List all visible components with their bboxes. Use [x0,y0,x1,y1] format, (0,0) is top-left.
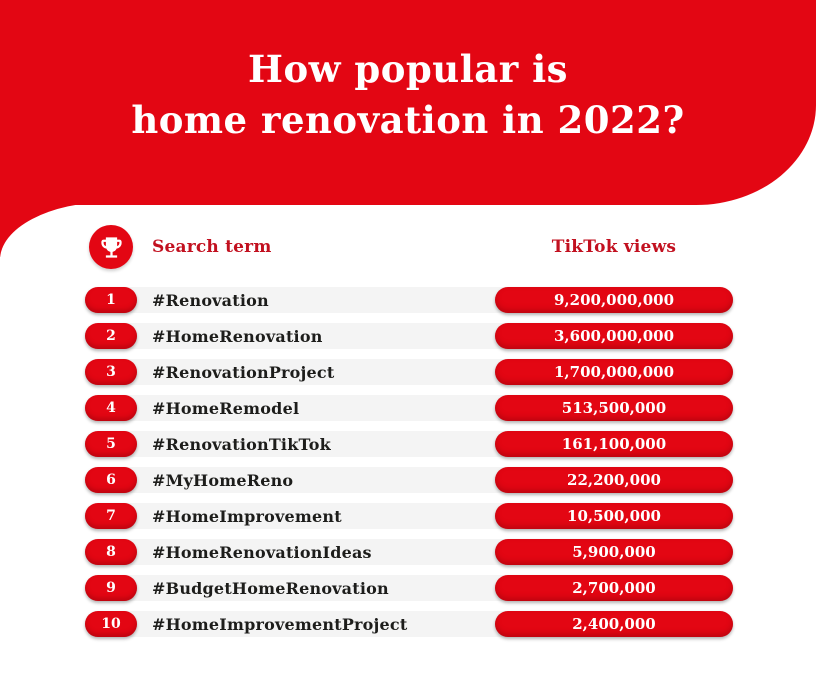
rank-badge: 2 [85,323,137,349]
search-term-label: #HomeRenovation [152,327,323,346]
views-value-pill: 2,400,000 [495,611,733,637]
search-term-label: #RenovationTikTok [152,435,331,454]
table-row: 4 #HomeRemodel 513,500,000 [85,395,733,421]
content-panel: Search term TikTok views 1 #Renovation 9… [0,202,816,691]
ranking-list: 1 #Renovation 9,200,000,000 2 #HomeRenov… [85,287,733,637]
column-header-tiktok-views: TikTok views [551,237,677,257]
table-row: 1 #Renovation 9,200,000,000 [85,287,733,313]
views-value-pill: 22,200,000 [495,467,733,493]
search-term-label: #HomeRemodel [152,399,300,418]
trophy-circle [89,225,133,269]
rank-badge: 1 [85,287,137,313]
rank-badge: 9 [85,575,137,601]
trophy-badge [85,225,137,269]
search-term-label: #Renovation [152,291,269,310]
search-term-label: #BudgetHomeRenovation [152,579,389,598]
rank-badge: 7 [85,503,137,529]
table-row: 10 #HomeImprovementProject 2,400,000 [85,611,733,637]
rank-badge: 10 [85,611,137,637]
search-term-label: #HomeImprovement [152,507,342,526]
page-title-line-1: How popular is [248,47,568,91]
rank-badge: 5 [85,431,137,457]
views-value-pill: 5,900,000 [495,539,733,565]
table-row: 3 #RenovationProject 1,700,000,000 [85,359,733,385]
table-row: 5 #RenovationTikTok 161,100,000 [85,431,733,457]
views-value-pill: 161,100,000 [495,431,733,457]
table-row: 8 #HomeRenovationIdeas 5,900,000 [85,539,733,565]
views-value-pill: 513,500,000 [495,395,733,421]
views-value-pill: 3,600,000,000 [495,323,733,349]
trophy-icon [98,234,125,261]
views-value-pill: 10,500,000 [495,503,733,529]
views-value-pill: 1,700,000,000 [495,359,733,385]
ranking-table: Search term TikTok views 1 #Renovation 9… [85,224,733,647]
views-value-pill: 2,700,000 [495,575,733,601]
views-value-pill: 9,200,000,000 [495,287,733,313]
table-row: 6 #MyHomeReno 22,200,000 [85,467,733,493]
rank-badge: 6 [85,467,137,493]
search-term-label: #MyHomeReno [152,471,294,490]
page-title: How popular is home renovation in 2022? [0,44,816,146]
table-header-row: Search term TikTok views [85,224,733,270]
rank-badge: 4 [85,395,137,421]
search-term-label: #RenovationProject [152,363,335,382]
table-row: 9 #BudgetHomeRenovation 2,700,000 [85,575,733,601]
table-row: 7 #HomeImprovement 10,500,000 [85,503,733,529]
search-term-label: #HomeRenovationIdeas [152,543,372,562]
red-header-banner: How popular is home renovation in 2022? [0,0,816,205]
page-title-line-2: home renovation in 2022? [131,98,685,142]
table-row: 2 #HomeRenovation 3,600,000,000 [85,323,733,349]
column-header-search-term: Search term [152,237,272,257]
search-term-label: #HomeImprovementProject [152,615,408,634]
rank-badge: 8 [85,539,137,565]
rank-badge: 3 [85,359,137,385]
